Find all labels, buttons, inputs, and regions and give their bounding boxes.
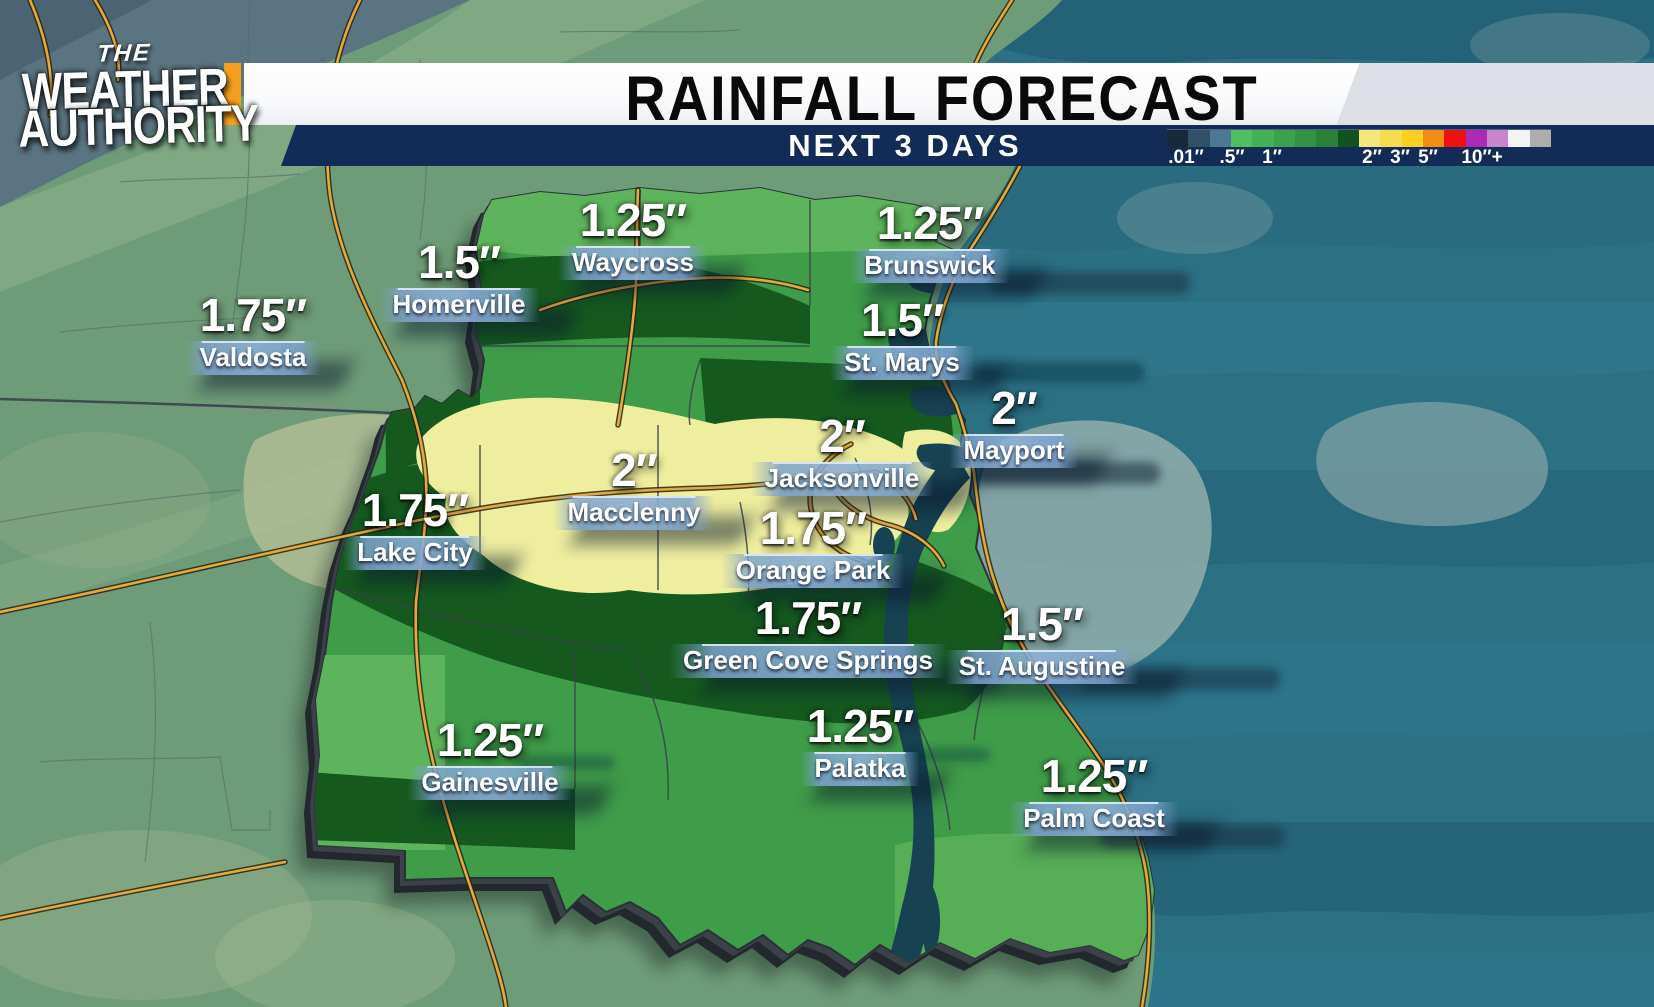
station-label: 1.25″ Gainesville [407, 714, 573, 800]
city-name: Brunswick [850, 249, 1010, 283]
city-name: Palm Coast [1009, 802, 1179, 836]
legend-swatch [1337, 130, 1359, 147]
rainfall-value: 1.75″ [759, 502, 868, 554]
legend-swatch [1252, 130, 1274, 147]
rainfall-legend: .01″ .5″ 1″ 2″ 3″ 5″ 10″+ [1167, 129, 1551, 168]
station-label: 1.5″ St. Marys [830, 295, 974, 380]
rainfall-value: 1.5″ [861, 294, 944, 346]
legend-tick: .01″ [1168, 147, 1204, 168]
legend-swatch [1529, 130, 1551, 147]
city-name: Lake City [343, 536, 487, 570]
legend-swatch [1273, 130, 1295, 147]
county-lines [0, 0, 741, 863]
legend-swatch [1316, 130, 1338, 147]
station-label: 2″ Jacksonville [750, 410, 934, 496]
legend-swatch [1209, 130, 1231, 147]
legend-swatch [1508, 130, 1530, 147]
station-logo: THE WEATHER AUTHORITY [13, 37, 260, 158]
city-name: Macclenny [553, 496, 715, 530]
rainfall-value: 1.75″ [754, 592, 863, 644]
station-label: 1.25″ Palatka [800, 700, 920, 786]
station-label: 2″ Macclenny [553, 444, 715, 530]
station-label: 1.75″ Green Cove Springs [669, 593, 947, 678]
legend-tick-labels: .01″ .5″ 1″ 2″ 3″ 5″ 10″+ [1167, 147, 1551, 168]
station-label: 1.25″ Brunswick [850, 198, 1010, 283]
city-name: Jacksonville [750, 462, 934, 496]
legend-swatch [1486, 130, 1509, 147]
city-name: St. Augustine [944, 650, 1140, 684]
legend-swatch [1230, 130, 1253, 147]
legend-swatch [1465, 130, 1487, 147]
station-label: 1.75″ Valdosta [185, 289, 321, 375]
rainfall-value: 1.25″ [876, 197, 985, 249]
logo-line-authority: AUTHORITY [17, 94, 260, 159]
legend-swatch [1444, 130, 1466, 147]
rainfall-value: 2″ [991, 382, 1038, 434]
rainfall-value: 1.75″ [361, 484, 470, 536]
station-label: 1.75″ Lake City [343, 485, 487, 570]
rainfall-value: 1.5″ [418, 236, 501, 288]
legend-swatch [1358, 130, 1381, 147]
title-bar [244, 63, 1360, 125]
city-name: Gainesville [407, 766, 573, 800]
legend-tick: 5″ [1418, 147, 1438, 168]
offshore-rain-blob [972, 420, 1212, 684]
legend-swatch [1401, 130, 1423, 147]
offshore-rain-blob [1316, 401, 1548, 527]
rainfall-value: 1.25″ [806, 700, 915, 752]
station-label: 2″ Mayport [949, 382, 1079, 468]
city-name: St. Marys [830, 346, 974, 380]
city-name: Waycross [558, 246, 708, 280]
legend-swatch [1422, 130, 1445, 147]
station-label: 1.75″ Orange Park [721, 502, 905, 588]
rainfall-value: 1.25″ [579, 194, 688, 246]
station-label: 1.25″ Waycross [558, 195, 708, 280]
station-label: 1.25″ Palm Coast [1009, 751, 1179, 836]
legend-swatch [1167, 130, 1189, 147]
rainfall-value: 2″ [611, 444, 658, 496]
legend-swatch [1294, 130, 1317, 147]
rainfall-value: 1.5″ [1001, 598, 1084, 650]
accent-bar [224, 63, 241, 125]
city-name: Orange Park [721, 554, 905, 588]
legend-tick: 2″ [1362, 147, 1382, 168]
rainfall-value: 1.75″ [199, 289, 308, 341]
station-label: 1.5″ Homerville [378, 236, 540, 322]
city-name: Homerville [378, 288, 540, 322]
page-subtitle: NEXT 3 DAYS [788, 128, 1022, 163]
rainfall-value: 2″ [819, 410, 866, 462]
city-name: Mayport [949, 434, 1079, 468]
page-title: RAINFALL FORECAST [625, 63, 1259, 134]
legend-tick: 3″ [1390, 147, 1410, 168]
legend-color-scale [1167, 129, 1551, 147]
rainfall-value: 1.25″ [436, 714, 545, 766]
legend-swatch [1188, 130, 1210, 147]
legend-tick: .5″ [1219, 147, 1245, 168]
legend-swatch [1380, 130, 1402, 147]
legend-tick: 1″ [1262, 147, 1282, 168]
city-name: Valdosta [185, 341, 321, 375]
title-bar-gray-tail [1337, 63, 1654, 125]
station-label: 1.5″ St. Augustine [944, 598, 1140, 684]
city-name: Palatka [800, 752, 920, 786]
rainfall-value: 1.25″ [1040, 750, 1149, 802]
city-name: Green Cove Springs [669, 644, 947, 678]
legend-tick: 10″+ [1461, 147, 1503, 168]
